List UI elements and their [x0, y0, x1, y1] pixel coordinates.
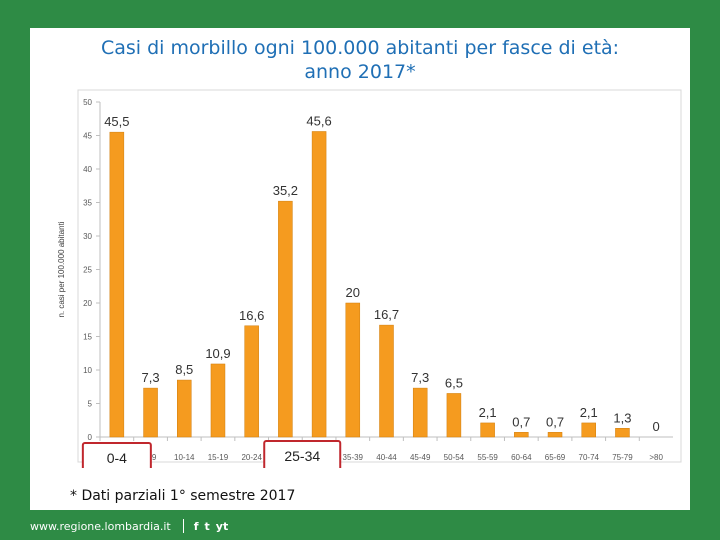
highlight-label-25-34: 25-34 — [284, 448, 320, 464]
bar-value-label: 7,3 — [411, 370, 429, 385]
twitter-icon[interactable]: t — [204, 519, 210, 533]
facebook-icon[interactable]: f — [193, 519, 199, 533]
bar-value-label: 35,2 — [273, 183, 298, 198]
footnote: * Dati parziali 1° semestre 2017 — [70, 488, 296, 504]
x-tick-label: 20-24 — [241, 453, 262, 462]
x-tick-label: 60-64 — [511, 453, 532, 462]
y-tick-label: 0 — [88, 433, 93, 442]
x-tick-label: 50-54 — [444, 453, 465, 462]
bar — [480, 422, 495, 438]
footer: www.regione.lombardia.it f t yt — [30, 512, 430, 540]
footer-website[interactable]: www.regione.lombardia.it — [30, 519, 171, 533]
bar — [143, 387, 158, 438]
youtube-icon[interactable]: yt — [215, 519, 229, 533]
bar-value-label: 0,7 — [512, 414, 530, 429]
chart-title: Casi di morbillo ogni 100.000 abitanti p… — [30, 36, 690, 84]
bar-value-label: 45,5 — [104, 114, 129, 129]
y-tick-label: 5 — [88, 400, 93, 409]
bar-value-label: 0,7 — [546, 414, 564, 429]
chart-title-line2: anno 2017* — [304, 61, 416, 83]
bar-value-label: 2,1 — [580, 405, 598, 420]
x-tick-label: 40-44 — [376, 453, 397, 462]
y-tick-label: 25 — [83, 266, 92, 275]
bar-value-label: 7,3 — [142, 370, 160, 385]
bar — [311, 131, 327, 438]
bar — [581, 422, 596, 438]
x-tick-label: 75-79 — [612, 453, 633, 462]
bar-value-label: 6,5 — [445, 375, 463, 390]
bar — [210, 363, 226, 438]
y-tick-label: 40 — [83, 165, 92, 174]
y-tick-label: 15 — [83, 333, 92, 342]
footer-divider — [182, 519, 184, 533]
bar-value-label: 1,3 — [613, 410, 631, 425]
chart-title-line1: Casi di morbillo ogni 100.000 abitanti p… — [100, 37, 620, 59]
bar — [278, 200, 293, 438]
chart-area: 0 5 10 15 20 25 30 35 40 45 50 n. casi per 100.000 … — [48, 88, 688, 472]
bar-value-label: 10,9 — [205, 346, 230, 361]
bar-value-label: 2,1 — [479, 405, 497, 420]
x-tick-label: 45-49 — [410, 453, 431, 462]
highlight-label-0-4: 0-4 — [107, 450, 127, 466]
bar — [345, 302, 361, 438]
x-tick-label: 35-39 — [343, 453, 364, 462]
plot-frame — [77, 89, 682, 463]
y-tick-label: 35 — [83, 199, 92, 208]
bar — [514, 432, 529, 438]
bar-value-label: 16,6 — [239, 308, 264, 323]
bar — [615, 428, 630, 438]
y-tick-label: 10 — [83, 366, 92, 375]
y-tick-label: 30 — [83, 232, 92, 241]
bar-value-label: 20 — [346, 285, 360, 300]
bar — [379, 324, 394, 438]
bar — [547, 432, 563, 438]
bar-value-label: 0 — [653, 419, 660, 434]
y-axis-label: n. casi per 100.000 abitanti — [57, 221, 66, 317]
y-tick-label: 50 — [83, 98, 92, 107]
bar — [244, 325, 259, 438]
slide: Casi di morbillo ogni 100.000 abitanti p… — [30, 28, 690, 510]
y-tick-label: 20 — [83, 299, 92, 308]
bar-value-label: 45,6 — [306, 113, 331, 128]
x-tick-label: 10-14 — [174, 453, 195, 462]
x-tick-label: 65-69 — [545, 453, 566, 462]
bar-chart: 0 5 10 15 20 25 30 35 40 45 50 n. casi per 100.000 … — [57, 89, 682, 472]
y-tick-label: 45 — [83, 132, 92, 141]
bar — [177, 379, 192, 438]
bar — [446, 393, 462, 438]
bar-value-label: 8,5 — [175, 362, 193, 377]
bar — [412, 387, 428, 438]
bar-value-label: 16,7 — [374, 307, 399, 322]
x-tick-label: 70-74 — [579, 453, 600, 462]
x-tick-label: 55-59 — [477, 453, 498, 462]
x-tick-label: 15-19 — [208, 453, 229, 462]
bar — [109, 131, 125, 438]
x-tick-label: >80 — [649, 453, 663, 462]
